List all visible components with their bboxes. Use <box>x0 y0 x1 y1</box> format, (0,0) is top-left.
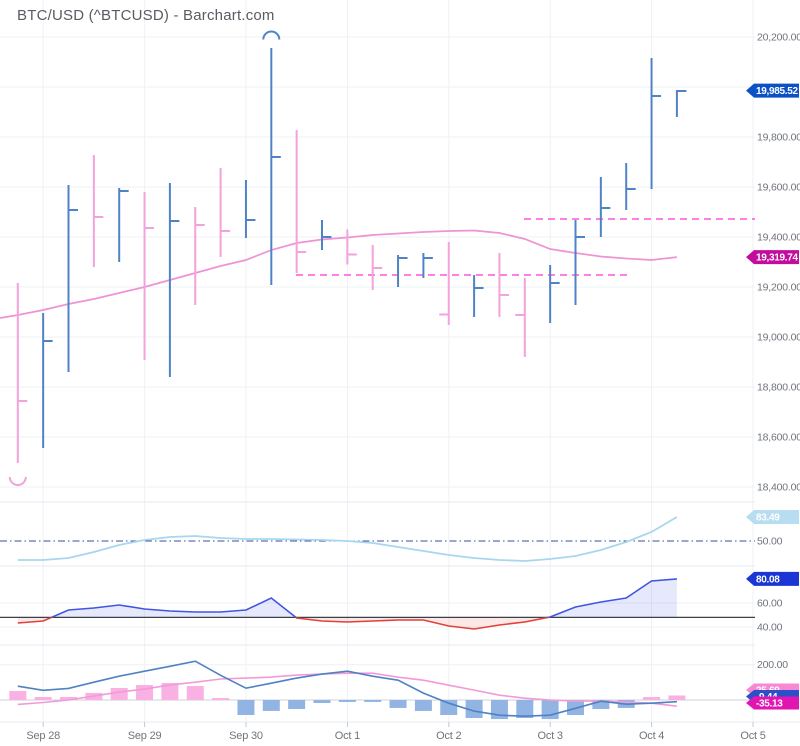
panel2-value-badge: 80.08 <box>746 571 799 586</box>
panel3-histogram-bar[interactable] <box>592 700 610 710</box>
price-bar[interactable] <box>42 313 53 448</box>
panel2-positive-fill <box>51 578 677 618</box>
panel3-histogram-bar[interactable] <box>237 700 255 716</box>
price-bar[interactable] <box>498 253 509 317</box>
y-axis-label: 19,200.00 <box>757 282 800 294</box>
panel3-histogram-bar[interactable] <box>288 700 306 710</box>
panel3-histogram-bar[interactable] <box>110 687 128 700</box>
arc-marker <box>262 30 281 40</box>
price-bar[interactable] <box>270 48 281 285</box>
panel2-axis-label: 40.00 <box>757 622 783 634</box>
y-axis-label: 18,800.00 <box>757 382 800 394</box>
y-axis-label: 20,200.00 <box>757 32 800 44</box>
panel3-axis-label: 200.00 <box>757 659 788 671</box>
price-bar[interactable] <box>92 155 104 267</box>
price-bar[interactable] <box>295 130 307 273</box>
x-axis-label: Oct 3 <box>538 730 563 742</box>
panel1-axis-label: 50.00 <box>757 536 783 548</box>
price-bar[interactable] <box>599 177 611 237</box>
x-axis-label: Oct 4 <box>639 730 664 742</box>
svg-text:-35.13: -35.13 <box>756 699 783 710</box>
panel3-histogram-bar[interactable] <box>186 686 204 700</box>
panel3-histogram-bar[interactable] <box>34 696 52 700</box>
panel3-histogram-bar[interactable] <box>60 696 77 700</box>
panel3-histogram-bar[interactable] <box>262 700 280 711</box>
panel2-negative-fill <box>17 617 677 629</box>
price-bar[interactable] <box>118 188 129 262</box>
svg-text:80.08: 80.08 <box>756 574 780 585</box>
y-axis-label: 18,400.00 <box>757 482 800 494</box>
panel3-histogram-bar[interactable] <box>643 696 661 700</box>
price-bar[interactable] <box>549 265 560 323</box>
panel3-histogram-bar[interactable] <box>668 695 686 700</box>
price-bar[interactable] <box>650 58 662 189</box>
price-bar[interactable] <box>244 180 256 238</box>
panel3-macd-line <box>17 660 677 718</box>
panel3-signal-badge: -35.13 <box>746 696 799 710</box>
price-bar[interactable] <box>219 168 231 257</box>
panel3-histogram-bar[interactable] <box>465 700 483 719</box>
x-axis-label: Sep 30 <box>229 730 263 742</box>
svg-text:19,319.74: 19,319.74 <box>756 253 799 264</box>
moving-average-line <box>0 229 677 319</box>
price-bar[interactable] <box>16 283 28 463</box>
price-bar[interactable] <box>422 253 433 278</box>
x-axis-label: Sep 28 <box>26 730 60 742</box>
panel3-histogram-bar[interactable] <box>161 683 179 700</box>
x-axis-label: Oct 2 <box>436 730 461 742</box>
panel1-indicator-line <box>17 516 678 562</box>
chart-title: BTC/USD (^BTCUSD) - Barchart.com <box>17 7 275 24</box>
last-price-badge: 19,985.52 <box>746 83 799 98</box>
panel2-indicator-line-positive <box>49 578 677 618</box>
y-axis-label: 19,600.00 <box>757 182 800 194</box>
price-bar[interactable] <box>675 90 687 117</box>
y-axis-label: 18,600.00 <box>757 432 800 444</box>
panel3-histogram-bar[interactable] <box>414 700 432 711</box>
price-bar[interactable] <box>194 207 205 305</box>
price-bar[interactable] <box>515 278 526 357</box>
panel3-histogram-bar[interactable] <box>9 690 27 700</box>
svg-text:19,985.52: 19,985.52 <box>756 86 799 97</box>
price-bar[interactable] <box>67 185 79 372</box>
panel3-histogram-bar[interactable] <box>136 684 154 700</box>
svg-text:83.49: 83.49 <box>756 512 780 523</box>
price-bar[interactable] <box>397 255 408 287</box>
price-bar[interactable] <box>321 220 332 250</box>
panel1-value-badge: 83.49 <box>746 510 799 524</box>
price-bar[interactable] <box>473 275 484 317</box>
panel2-indicator-line-negative <box>17 617 552 630</box>
panel3-histogram-bar[interactable] <box>516 700 534 719</box>
panel3-histogram-bar[interactable] <box>389 700 407 708</box>
price-bar[interactable] <box>371 245 383 290</box>
price-bar[interactable] <box>439 242 450 325</box>
x-axis-label: Oct 5 <box>740 730 765 742</box>
arc-marker <box>8 476 27 486</box>
x-axis-label: Oct 1 <box>335 730 360 742</box>
price-bar[interactable] <box>143 192 155 360</box>
price-bar[interactable] <box>346 229 357 265</box>
price-bar[interactable] <box>574 220 586 305</box>
moving-average-badge: 19,319.74 <box>746 250 799 265</box>
panel3-histogram-bar[interactable] <box>212 698 230 700</box>
x-axis-label: Sep 29 <box>128 730 162 742</box>
panel3-histogram-bar[interactable] <box>364 700 382 702</box>
price-bar[interactable] <box>168 183 180 377</box>
panel3-signal-line <box>17 672 677 707</box>
panel3-histogram-bar[interactable] <box>440 700 458 716</box>
panel2-axis-label: 60.00 <box>757 598 783 610</box>
y-axis-label: 19,000.00 <box>757 332 800 344</box>
y-axis-label: 19,400.00 <box>757 232 800 244</box>
price-bar[interactable] <box>625 163 636 210</box>
y-axis-label: 19,800.00 <box>757 132 800 144</box>
panel3-histogram-bar[interactable] <box>313 700 331 704</box>
panel3-histogram-bar[interactable] <box>338 700 356 702</box>
